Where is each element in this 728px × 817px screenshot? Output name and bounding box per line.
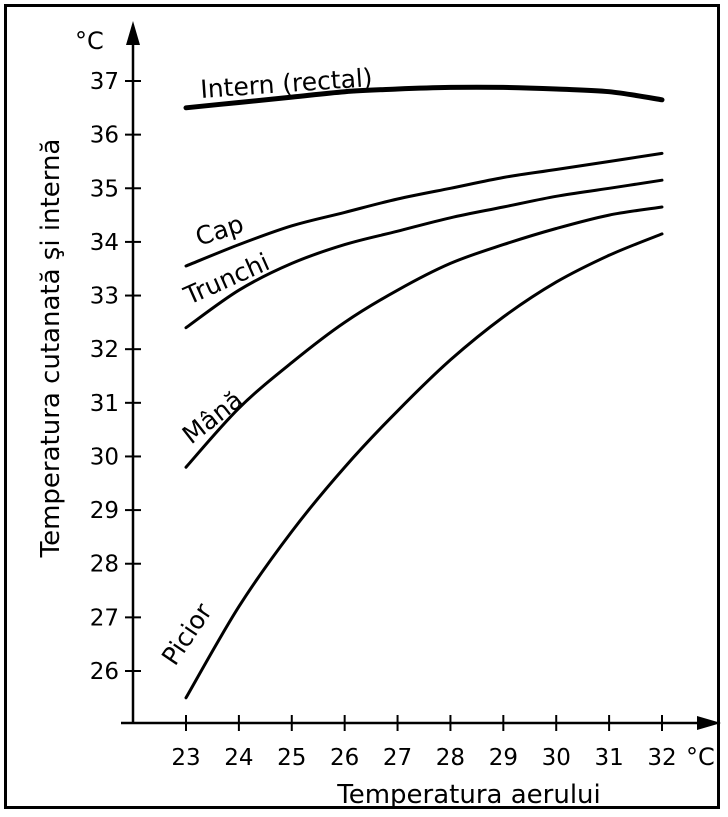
y-tick-label: 26 [90,659,119,685]
chart-svg: 26 27 28 29 30 31 32 33 34 35 36 37 23 24 25 26 27 28 29 3… [36,21,721,810]
x-unit-label: °C [686,743,715,771]
x-tick-label: 24 [224,745,253,771]
x-ticks: 23 24 25 26 27 28 29 30 31 32 [171,715,677,771]
x-tick-label: 30 [542,745,571,771]
series-line-cap [184,151,664,268]
y-unit-label: °C [75,27,104,55]
series-line-mana [184,205,664,469]
x-axis-title: Temperatura aerului [336,780,601,810]
x-tick-label: 25 [277,745,306,771]
series-label-mana: Mână [177,385,248,450]
series-lines [183,84,665,700]
series-line-picior [184,232,664,700]
axes [121,21,721,730]
y-ticks: 26 27 28 29 30 31 32 33 34 35 36 37 [90,69,141,685]
y-tick-label: 37 [90,69,119,95]
y-tick-label: 30 [90,444,119,470]
x-tick-label: 23 [171,745,200,771]
y-axis-title: Temperatura cutanată şi internă [36,139,66,559]
y-tick-label: 32 [90,337,119,363]
y-tick-label: 28 [90,552,119,578]
x-tick-label: 31 [594,745,623,771]
series-label-trunchi: Trunchi [179,247,274,311]
series-label-intern-rectal: Intern (rectal) [199,63,373,104]
series-line-trunchi [184,178,664,330]
y-tick-label: 29 [90,498,119,524]
y-tick-label: 31 [90,391,119,417]
x-tick-label: 27 [383,745,412,771]
y-axis-arrow [126,21,140,45]
x-tick-label: 28 [436,745,465,771]
x-tick-label: 29 [489,745,518,771]
chart-frame: 26 27 28 29 30 31 32 33 34 35 36 37 23 24 25 26 27 28 29 3… [4,4,721,810]
y-tick-label: 35 [90,176,119,202]
y-tick-label: 36 [90,123,119,149]
y-tick-label: 33 [90,284,119,310]
series-line-intern-rectal [183,84,665,111]
y-tick-label: 27 [90,605,119,631]
x-axis-arrow [697,716,721,730]
x-tick-label: 26 [330,745,359,771]
x-tick-label: 32 [647,745,676,771]
y-tick-label: 34 [90,230,119,256]
